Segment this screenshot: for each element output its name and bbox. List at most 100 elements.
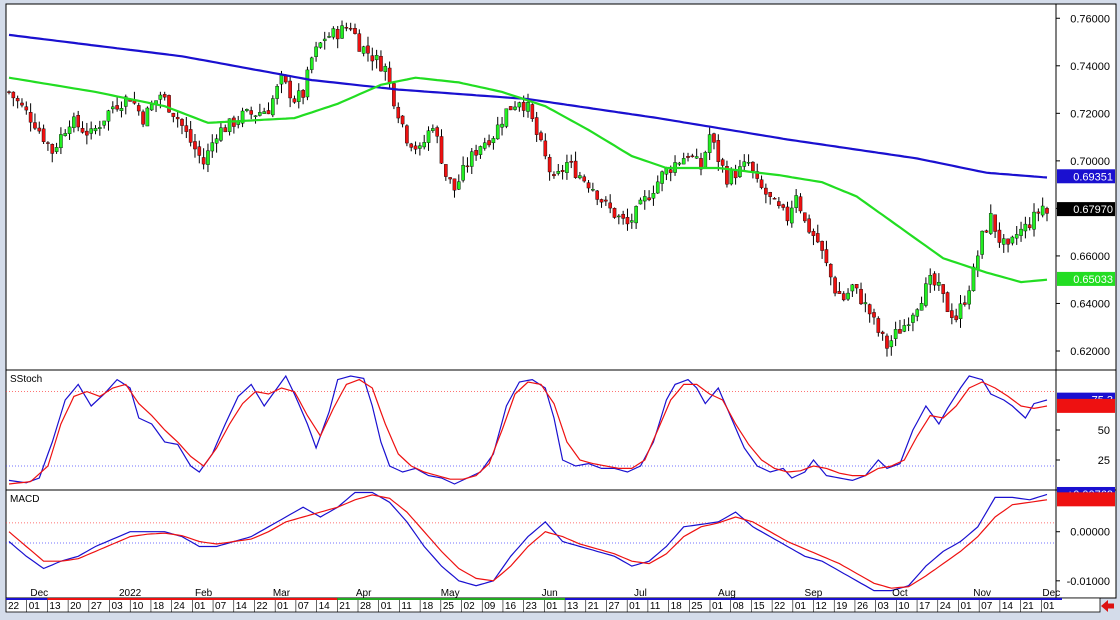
stoch-title: SStoch bbox=[10, 374, 42, 385]
date-label: 01 bbox=[277, 601, 289, 612]
candle-body bbox=[180, 119, 184, 126]
date-label: 19 bbox=[836, 601, 848, 612]
candle-body bbox=[245, 109, 249, 111]
macd-title: MACD bbox=[10, 494, 39, 505]
date-label: 11 bbox=[650, 601, 661, 612]
candle-body bbox=[59, 134, 63, 149]
candle-body bbox=[889, 340, 894, 348]
candle-body bbox=[988, 213, 993, 234]
date-label: 26 bbox=[857, 601, 869, 612]
candle-body bbox=[954, 315, 958, 321]
candle-body bbox=[210, 142, 215, 152]
candle-body bbox=[201, 157, 206, 165]
candle-body bbox=[898, 329, 902, 334]
date-label: 13 bbox=[567, 601, 579, 612]
month-label: Sep bbox=[805, 588, 823, 599]
candle-body bbox=[322, 38, 327, 42]
month-label: Oct bbox=[892, 588, 908, 599]
date-label: 18 bbox=[422, 601, 434, 612]
month-label: 2022 bbox=[119, 588, 142, 599]
candle-body bbox=[582, 176, 587, 182]
candle-body bbox=[89, 128, 93, 134]
price-tag bbox=[1057, 398, 1115, 413]
date-label: 22 bbox=[8, 601, 20, 612]
month-label: Mar bbox=[273, 588, 291, 599]
candle-body bbox=[677, 162, 682, 165]
candle-body bbox=[115, 105, 119, 110]
candle-body bbox=[872, 312, 876, 318]
candle-body bbox=[102, 120, 106, 126]
candle-body bbox=[751, 161, 755, 172]
candle-body bbox=[963, 302, 967, 305]
candle-body bbox=[746, 162, 751, 164]
candle-body bbox=[867, 304, 872, 315]
candle-body bbox=[314, 46, 318, 57]
y-tick-label: -0.01000 bbox=[1067, 576, 1110, 588]
price-tag-label: 0.69351 bbox=[1073, 171, 1113, 183]
candle-body bbox=[833, 277, 837, 294]
candle-body bbox=[335, 29, 340, 40]
candle-body bbox=[418, 145, 422, 149]
candle-body bbox=[924, 283, 928, 306]
month-label: May bbox=[441, 588, 460, 599]
candle-body bbox=[686, 156, 690, 158]
stoch-panel[interactable]: 255075.3SStoch bbox=[5, 369, 1117, 491]
candle-body bbox=[33, 122, 37, 129]
date-label: 01 bbox=[194, 601, 206, 612]
candle-body bbox=[344, 27, 349, 29]
candle-body bbox=[162, 94, 167, 98]
date-label: 28 bbox=[360, 601, 372, 612]
date-label: 01 bbox=[960, 601, 972, 612]
candle-body bbox=[1001, 238, 1006, 245]
y-tick-label: 0.70000 bbox=[1070, 156, 1110, 168]
candle-body bbox=[803, 212, 807, 222]
candle-body bbox=[911, 314, 915, 323]
candle-body bbox=[586, 182, 591, 189]
candle-body bbox=[720, 159, 725, 166]
candle-body bbox=[370, 55, 375, 62]
candle-body bbox=[387, 67, 392, 83]
candle-body bbox=[444, 164, 448, 177]
y-axis-area bbox=[1056, 490, 1116, 598]
candle-body bbox=[149, 104, 154, 111]
date-label: 03 bbox=[878, 601, 890, 612]
price-panel[interactable]: 0.620000.640000.660000.680000.700000.720… bbox=[5, 3, 1117, 371]
date-label: 13 bbox=[49, 601, 61, 612]
macd-panel[interactable]: 0.00000-0.01000+0.00769MACD bbox=[5, 486, 1117, 599]
candle-body bbox=[249, 110, 254, 115]
candle-body bbox=[366, 45, 370, 54]
date-label: 07 bbox=[981, 601, 993, 612]
candle-body bbox=[859, 288, 863, 305]
candle-body bbox=[28, 112, 33, 123]
price-tag bbox=[1057, 271, 1115, 286]
date-label: 22 bbox=[256, 601, 268, 612]
scroll-left-arrow-icon[interactable] bbox=[1101, 600, 1114, 612]
candle-body bbox=[98, 127, 102, 129]
date-label: 21 bbox=[339, 601, 351, 612]
candle-body bbox=[608, 202, 612, 209]
candle-body bbox=[668, 169, 673, 173]
candle-body bbox=[1040, 205, 1045, 216]
candle-body bbox=[219, 127, 223, 141]
candle-body bbox=[262, 111, 266, 114]
candle-body bbox=[361, 46, 366, 54]
candle-body bbox=[482, 142, 487, 149]
date-label: 20 bbox=[70, 601, 82, 612]
candle-body bbox=[828, 263, 833, 278]
candle-body bbox=[478, 146, 483, 155]
y-tick-label: 25 bbox=[1098, 455, 1110, 467]
candle-body bbox=[945, 292, 950, 313]
price-tag bbox=[1057, 169, 1115, 184]
y-tick-label: 0.00000 bbox=[1070, 527, 1110, 539]
candle-body bbox=[271, 98, 275, 116]
candle-body bbox=[798, 196, 803, 212]
candle-body bbox=[526, 101, 530, 112]
candle-body bbox=[288, 80, 292, 99]
y-tick-label: 0.74000 bbox=[1070, 61, 1110, 73]
candle-body bbox=[1014, 234, 1019, 239]
candle-body bbox=[435, 127, 439, 137]
candle-body bbox=[141, 111, 145, 125]
candle-body bbox=[426, 130, 431, 143]
candle-body bbox=[76, 115, 80, 128]
